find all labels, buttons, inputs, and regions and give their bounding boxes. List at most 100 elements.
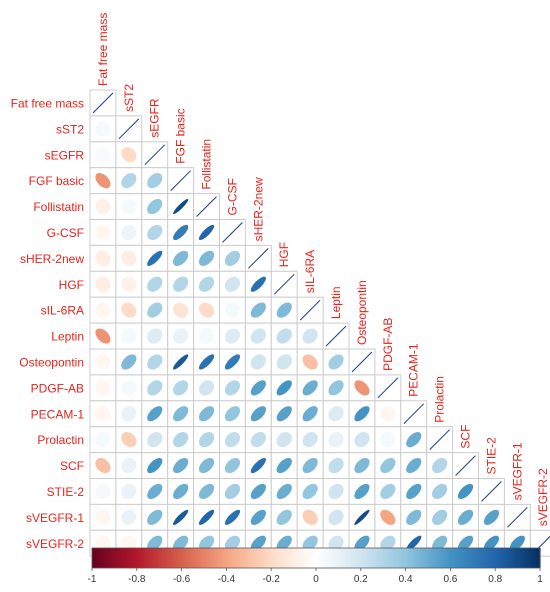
colorbar-segment [268, 548, 272, 568]
correlation-ellipse [327, 457, 345, 474]
colorbar-segment [448, 548, 451, 568]
colorbar-segment [486, 548, 490, 568]
colorbar-segment [172, 548, 176, 568]
diagonal-line [196, 196, 217, 217]
correlation-ellipse [120, 250, 138, 267]
correlation-ellipse [250, 379, 267, 397]
correlation-ellipse [172, 327, 189, 345]
correlation-ellipse [301, 431, 319, 448]
correlation-ellipse [198, 431, 215, 448]
colorbar-segment [394, 548, 398, 568]
colorbar-segment [459, 548, 463, 568]
colorbar-segment [365, 548, 369, 568]
colorbar-segment [407, 548, 411, 568]
colorbar-segment [161, 548, 165, 568]
colorbar-segment [367, 548, 371, 568]
colorbar-segment [468, 548, 472, 568]
correlation-ellipse [94, 301, 112, 319]
correlation-ellipse [301, 405, 319, 422]
colorbar-segment [369, 548, 373, 568]
colorbar-segment [134, 548, 138, 568]
colorbar-segment [156, 548, 160, 568]
colorbar-segment [118, 548, 122, 568]
colorbar-segment [121, 548, 124, 568]
diagonal-line [92, 92, 114, 114]
colorbar-tick-label: 0.6 [443, 574, 457, 585]
row-label: sEGFR [45, 148, 85, 162]
correlation-ellipse [327, 379, 345, 397]
correlation-ellipse [198, 276, 215, 293]
colorbar-segment [495, 548, 499, 568]
correlation-ellipse [172, 198, 189, 215]
column-label: HGF [277, 242, 291, 267]
colorbar-segment [127, 548, 131, 568]
colorbar-segment [517, 548, 521, 568]
column-label: Prolactin [433, 376, 447, 423]
colorbar-tick-label: 1 [537, 574, 543, 585]
colorbar-segment [358, 548, 362, 568]
row-label: sVEGFR-2 [26, 537, 84, 551]
colorbar-segment [284, 548, 288, 568]
correlation-ellipse [172, 431, 189, 448]
correlation-ellipse [327, 483, 345, 500]
colorbar-segment [513, 548, 516, 568]
colorbar-segment [385, 548, 389, 568]
colorbar-segment [378, 548, 382, 568]
diagonal-line [481, 481, 502, 502]
correlation-ellipse [276, 483, 293, 500]
correlation-ellipse [250, 405, 267, 422]
column-label: Leptin [329, 286, 343, 319]
colorbar-segment [410, 548, 413, 568]
colorbar-segment [221, 548, 225, 568]
grid-cell [167, 193, 195, 221]
colorbar-segment [439, 548, 443, 568]
colorbar-segment [403, 548, 407, 568]
colorbar-segment [318, 548, 322, 568]
column-label: SCF [459, 425, 473, 449]
correlation-ellipse [457, 483, 474, 500]
colorbar-segment [329, 548, 333, 568]
correlation-ellipse [146, 353, 163, 371]
correlation-ellipse [224, 276, 241, 293]
colorbar-segment [295, 548, 299, 568]
correlation-ellipse [224, 379, 241, 397]
colorbar-segment [280, 548, 283, 568]
colorbar-segment [434, 548, 438, 568]
colorbar-segment [443, 548, 447, 568]
colorbar-tick-label: 0.2 [354, 574, 368, 585]
colorbar-segment [170, 548, 174, 568]
colorbar-segment [206, 548, 210, 568]
colorbar-segment [304, 548, 308, 568]
column-label: sEGFR [148, 98, 162, 138]
colorbar-segment [230, 548, 234, 568]
correlation-ellipse [120, 276, 138, 293]
diagonal-line [377, 377, 399, 399]
colorbar-segment [136, 548, 140, 568]
correlation-ellipse [120, 509, 138, 526]
colorbar-segment [510, 548, 514, 568]
colorbar-segment [248, 548, 252, 568]
diagonal-line [429, 429, 450, 450]
correlation-ellipse [120, 327, 138, 345]
colorbar-segment [105, 548, 109, 568]
row-label: STIE-2 [47, 485, 85, 499]
colorbar-segment [345, 548, 348, 568]
colorbar-segment [421, 548, 425, 568]
correlation-ellipse [146, 198, 163, 215]
row-label: sVEGFR-1 [26, 511, 84, 525]
colorbar-segment [116, 548, 120, 568]
correlation-ellipse [172, 405, 189, 422]
correlation-ellipse [198, 327, 215, 345]
colorbar-segment [204, 548, 207, 568]
colorbar-segment [114, 548, 118, 568]
colorbar-segment [347, 548, 351, 568]
colorbar-segment [333, 548, 337, 568]
correlation-ellipse [198, 483, 215, 500]
correlation-ellipse [276, 431, 293, 448]
colorbar-segment [257, 548, 261, 568]
correlation-ellipse [94, 509, 112, 526]
correlation-ellipse [327, 353, 345, 371]
correlation-ellipse [94, 224, 112, 241]
correlation-ellipse [120, 353, 138, 371]
row-label: Prolactin [37, 433, 84, 447]
